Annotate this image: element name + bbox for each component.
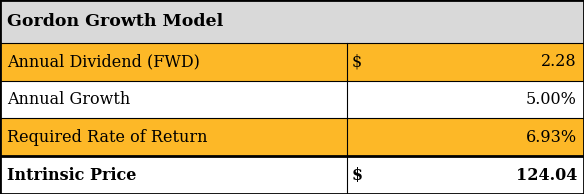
- Bar: [0, 156, 584, 194]
- Text: Gordon Growth Model: Gordon Growth Model: [7, 13, 223, 30]
- Text: 5.00%: 5.00%: [526, 91, 577, 108]
- Text: 124.04: 124.04: [516, 167, 577, 184]
- Text: Required Rate of Return: Required Rate of Return: [7, 129, 207, 146]
- Text: $: $: [352, 167, 363, 184]
- Text: 6.93%: 6.93%: [526, 129, 577, 146]
- Text: Annual Dividend (FWD): Annual Dividend (FWD): [7, 53, 200, 70]
- Bar: [0, 43, 584, 81]
- Bar: [0, 81, 584, 118]
- Bar: [0, 118, 584, 156]
- Text: 2.28: 2.28: [541, 53, 577, 70]
- Text: Intrinsic Price: Intrinsic Price: [7, 167, 137, 184]
- Bar: [0, 0, 584, 43]
- Text: Annual Growth: Annual Growth: [7, 91, 130, 108]
- Text: $: $: [352, 53, 362, 70]
